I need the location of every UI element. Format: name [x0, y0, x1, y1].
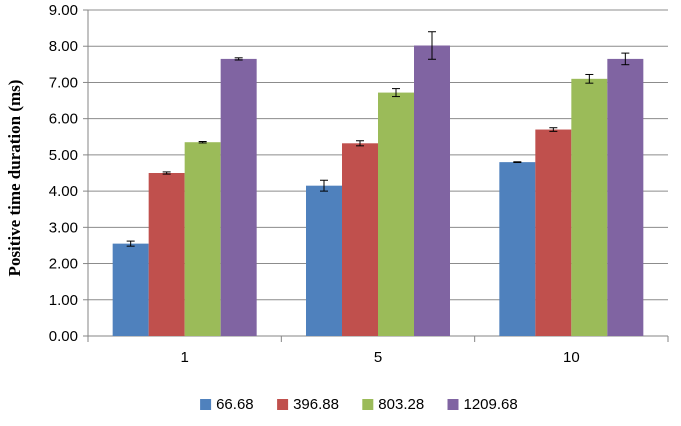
bar-66.68-1 — [112, 243, 149, 336]
legend-label: 66.68 — [216, 396, 254, 413]
bar-803.28-1 — [184, 142, 221, 336]
bar-396.88-10 — [535, 129, 572, 336]
y-tick-label: 8.00 — [49, 38, 78, 55]
legend-swatch — [277, 399, 289, 410]
bar-803.28-10 — [571, 78, 608, 337]
bar-66.68-5 — [306, 185, 342, 336]
error-bars — [126, 31, 630, 247]
x-tick-label: 1 — [180, 349, 188, 366]
y-tick-label: 0.00 — [49, 328, 78, 345]
bar-1209.68-10 — [607, 58, 644, 337]
legend-label: 803.28 — [378, 396, 424, 413]
x-tick-label: 10 — [563, 349, 580, 366]
bar-396.88-1 — [148, 173, 185, 336]
x-tick-label: 5 — [374, 349, 382, 366]
y-tick-label: 2.00 — [49, 256, 78, 273]
y-tick-label: 6.00 — [49, 111, 78, 128]
y-tick-label: 4.00 — [49, 183, 78, 200]
y-tick-label: 1.00 — [49, 292, 78, 309]
bar-66.68-10 — [499, 162, 536, 336]
legend-label: 1209.68 — [464, 396, 518, 413]
legend-swatch — [362, 399, 374, 410]
bar-1209.68-1 — [220, 58, 257, 337]
legend: 66.68 396.88 803.28 1209.68 — [200, 396, 518, 413]
y-tick-label: 7.00 — [49, 74, 78, 91]
y-tick-label: 5.00 — [49, 147, 78, 164]
y-axis-label: Positive time duration (ms) — [5, 80, 24, 277]
bar-803.28-5 — [378, 92, 414, 336]
bar-396.88-5 — [342, 143, 378, 336]
y-tick-label: 3.00 — [49, 219, 78, 236]
x-tick-labels: 1 5 10 — [180, 349, 579, 366]
bars — [112, 45, 644, 337]
y-tick-label: 9.00 — [49, 2, 78, 19]
legend-label: 396.88 — [293, 396, 339, 413]
legend-swatch — [200, 399, 212, 410]
y-tick-labels: 0.00 1.00 2.00 3.00 4.00 5.00 6.00 7.00 8.00 9.00 — [49, 2, 78, 345]
bar-1209.68-5 — [414, 45, 450, 337]
legend-swatch — [447, 399, 459, 410]
